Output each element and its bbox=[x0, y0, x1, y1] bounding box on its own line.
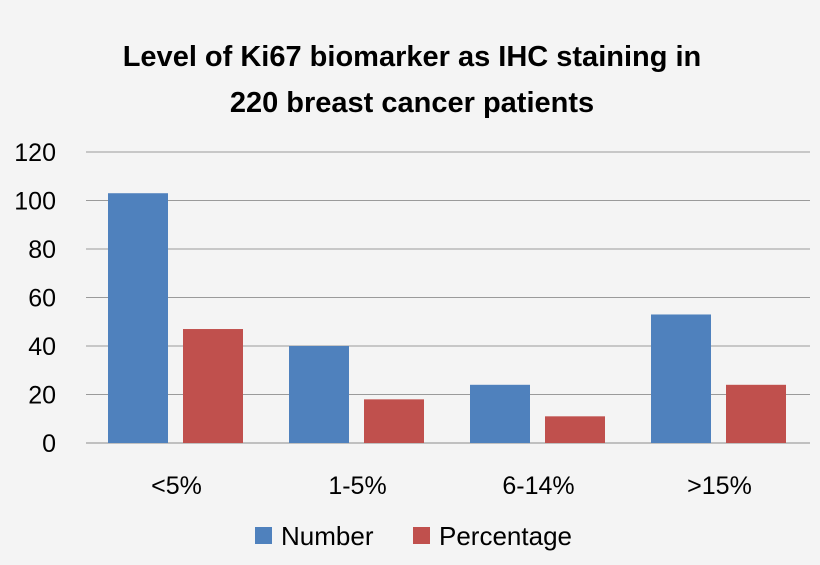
bar-percentage-2 bbox=[545, 416, 605, 443]
chart-title-line-1: Level of Ki67 biomarker as IHC staining … bbox=[123, 41, 702, 73]
x-category-label: <5% bbox=[151, 472, 202, 500]
y-tick-label: 20 bbox=[28, 382, 56, 410]
bar-percentage-1 bbox=[364, 399, 424, 443]
legend-label-number: Number bbox=[281, 521, 374, 551]
y-axis-tick-labels: 0 20 40 60 80 100 120 bbox=[14, 139, 56, 458]
bar-percentage-0 bbox=[183, 329, 243, 443]
y-tick-label: 120 bbox=[14, 139, 56, 167]
bar-percentage-3 bbox=[726, 384, 786, 443]
x-category-label: 6-14% bbox=[502, 472, 574, 500]
y-tick-label: 40 bbox=[28, 333, 56, 361]
y-tick-label: 0 bbox=[42, 430, 56, 458]
bar-number-2 bbox=[470, 384, 530, 443]
x-axis-category-labels: <5% 1-5% 6-14% >15% bbox=[151, 472, 752, 500]
legend: Number Percentage bbox=[255, 521, 572, 551]
y-tick-label: 60 bbox=[28, 285, 56, 313]
legend-swatch-percentage bbox=[413, 527, 430, 544]
bar-number-3 bbox=[651, 314, 711, 443]
y-tick-label: 80 bbox=[28, 236, 56, 264]
bar-number-0 bbox=[108, 193, 168, 443]
legend-label-percentage: Percentage bbox=[439, 521, 572, 551]
bars bbox=[108, 193, 786, 443]
legend-swatch-number bbox=[255, 527, 272, 544]
y-tick-label: 100 bbox=[14, 188, 56, 216]
x-category-label: 1-5% bbox=[328, 472, 386, 500]
bar-number-1 bbox=[289, 346, 349, 443]
x-category-label: >15% bbox=[687, 472, 752, 500]
chart-title-line-2: 220 breast cancer patients bbox=[230, 87, 594, 119]
